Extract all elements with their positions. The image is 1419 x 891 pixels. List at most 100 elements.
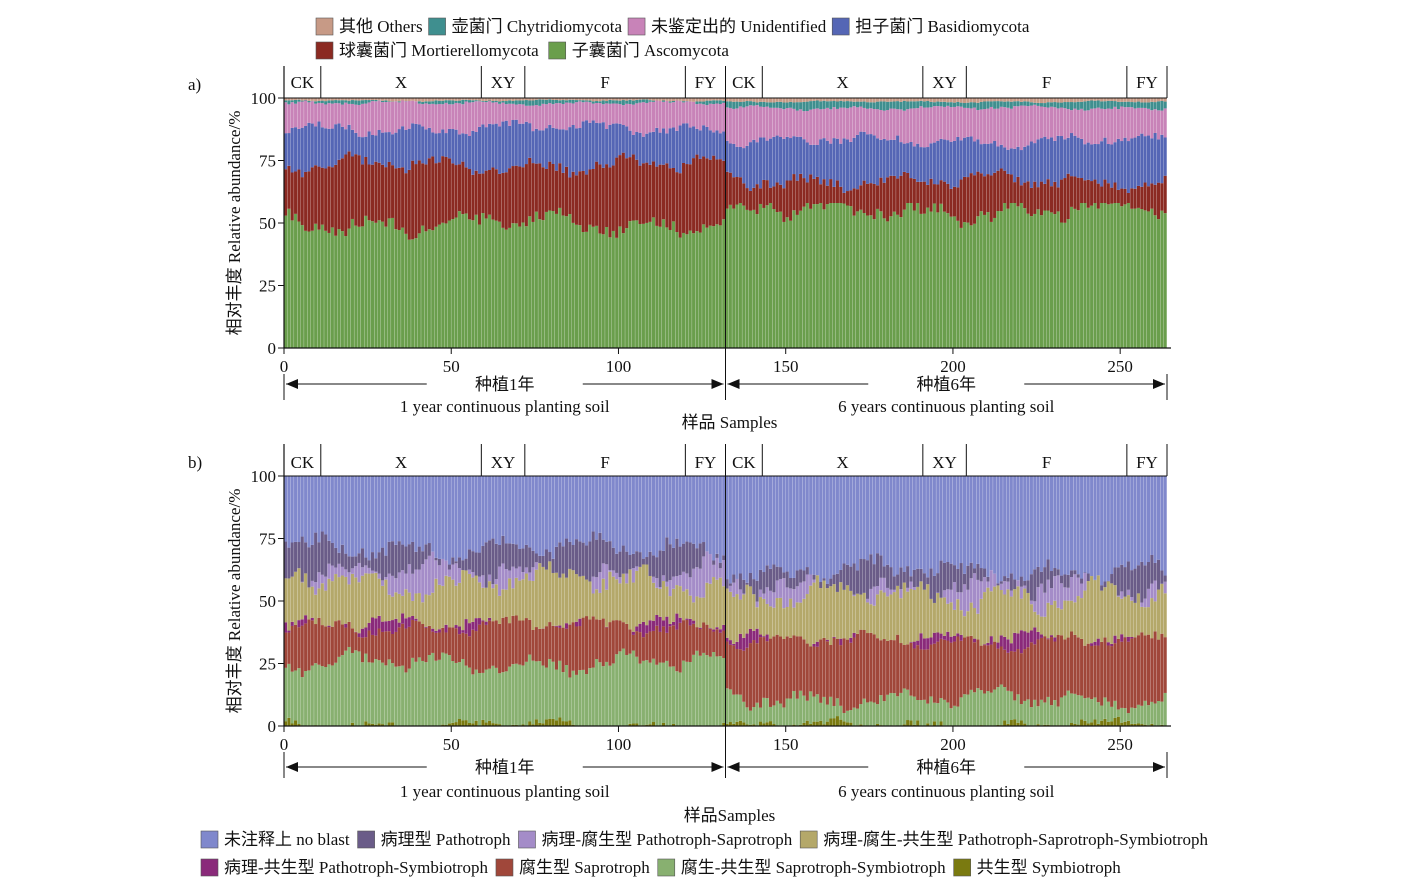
bar-segment: [1153, 102, 1157, 110]
bar-segment: [588, 224, 592, 348]
bar-segment: [421, 101, 425, 105]
bar-segment: [702, 476, 706, 543]
bar-segment: [1013, 700, 1017, 720]
bar-segment: [1003, 581, 1007, 595]
bar-segment: [1116, 638, 1120, 710]
bar-segment: [952, 609, 957, 636]
bar-segment: [688, 98, 692, 102]
group-label: XY: [491, 73, 516, 92]
bar-segment: [320, 583, 324, 626]
bar-segment: [929, 644, 933, 697]
bar-segment: [812, 579, 816, 583]
bar-segment: [635, 98, 639, 100]
bar-segment: [340, 655, 344, 726]
bar-segment: [330, 128, 334, 168]
bar-segment: [631, 650, 635, 724]
bar-segment: [511, 566, 515, 589]
bar-segment: [394, 168, 398, 230]
bar-segment: [1153, 109, 1157, 133]
bar-segment: [986, 476, 990, 577]
bar-segment: [1070, 176, 1074, 207]
bar-segment: [1036, 187, 1040, 210]
bar-segment: [481, 213, 485, 348]
bar-segment: [464, 101, 468, 135]
bar-segment: [655, 100, 659, 128]
bar-segment: [561, 129, 565, 173]
bar-segment: [521, 98, 525, 101]
bar-segment: [334, 100, 338, 104]
bar-segment: [641, 476, 645, 559]
bar-segment: [467, 100, 472, 103]
bar-segment: [491, 476, 495, 539]
bar-segment: [411, 100, 415, 124]
bar-segment: [909, 108, 913, 142]
bar-segment: [946, 476, 950, 562]
bar-segment: [307, 102, 311, 123]
bar-segment: [427, 595, 431, 626]
bar-segment: [595, 161, 599, 226]
bar-segment: [414, 101, 418, 124]
bar-segment: [779, 211, 783, 348]
bar-segment: [785, 698, 789, 726]
bar-segment: [421, 163, 425, 226]
bar-segment: [902, 171, 906, 210]
bar-segment: [1096, 100, 1100, 108]
bar-segment: [855, 107, 860, 135]
bar-segment: [805, 101, 809, 111]
bar-segment: [544, 549, 548, 570]
bar-segment: [521, 167, 525, 223]
bar-segment: [718, 103, 722, 134]
bar-segment: [825, 639, 829, 642]
bar-segment: [354, 650, 358, 726]
bar-segment: [896, 101, 900, 110]
bar-segment: [966, 136, 970, 178]
bar-segment: [304, 98, 308, 101]
bar-segment: [651, 630, 655, 659]
bar-segment: [1029, 102, 1033, 106]
bar-segment: [377, 723, 381, 726]
bar-segment: [564, 100, 569, 103]
bar-segment: [471, 174, 475, 221]
bar-segment: [809, 723, 813, 726]
bar-segment: [962, 616, 967, 638]
bar-segment: [989, 221, 993, 348]
bar-segment: [936, 641, 940, 704]
bar-segment: [1113, 106, 1117, 143]
bar-segment: [387, 722, 391, 726]
bar-segment: [538, 476, 542, 556]
bar-segment: [949, 98, 953, 103]
bar-segment: [822, 100, 826, 109]
bar-segment: [1143, 182, 1147, 211]
bar-segment: [1029, 187, 1033, 217]
bar-segment: [1146, 562, 1151, 589]
bar-segment: [932, 476, 936, 576]
bar-segment: [678, 476, 682, 547]
bar-segment: [688, 618, 692, 626]
bar-segment: [795, 636, 799, 699]
bar-segment: [1019, 720, 1023, 726]
bar-segment: [307, 476, 311, 548]
bar-segment: [1003, 203, 1007, 348]
bar-segment: [1059, 609, 1064, 636]
bar-segment: [906, 101, 910, 110]
bar-segment: [554, 128, 558, 171]
bar-segment: [835, 716, 839, 726]
bar-segment: [595, 619, 599, 660]
bar-segment: [896, 574, 900, 586]
legend-label: 病理-腐生型 Pathotroph-Saprotroph: [541, 830, 792, 849]
bar-segment: [785, 102, 789, 109]
bar-segment: [979, 645, 983, 691]
bar-segment: [671, 547, 676, 577]
bar-segment: [477, 224, 482, 348]
bar-segment: [588, 476, 592, 542]
bar-segment: [862, 559, 866, 593]
bar-segment: [1110, 721, 1114, 726]
bar-segment: [467, 636, 472, 668]
bar-segment: [498, 173, 502, 222]
bar-segment: [882, 110, 886, 139]
bar-segment: [715, 130, 719, 160]
bar-segment: [949, 188, 953, 217]
bar-segment: [451, 98, 455, 101]
bar-segment: [340, 476, 344, 545]
bar-segment: [467, 102, 472, 136]
